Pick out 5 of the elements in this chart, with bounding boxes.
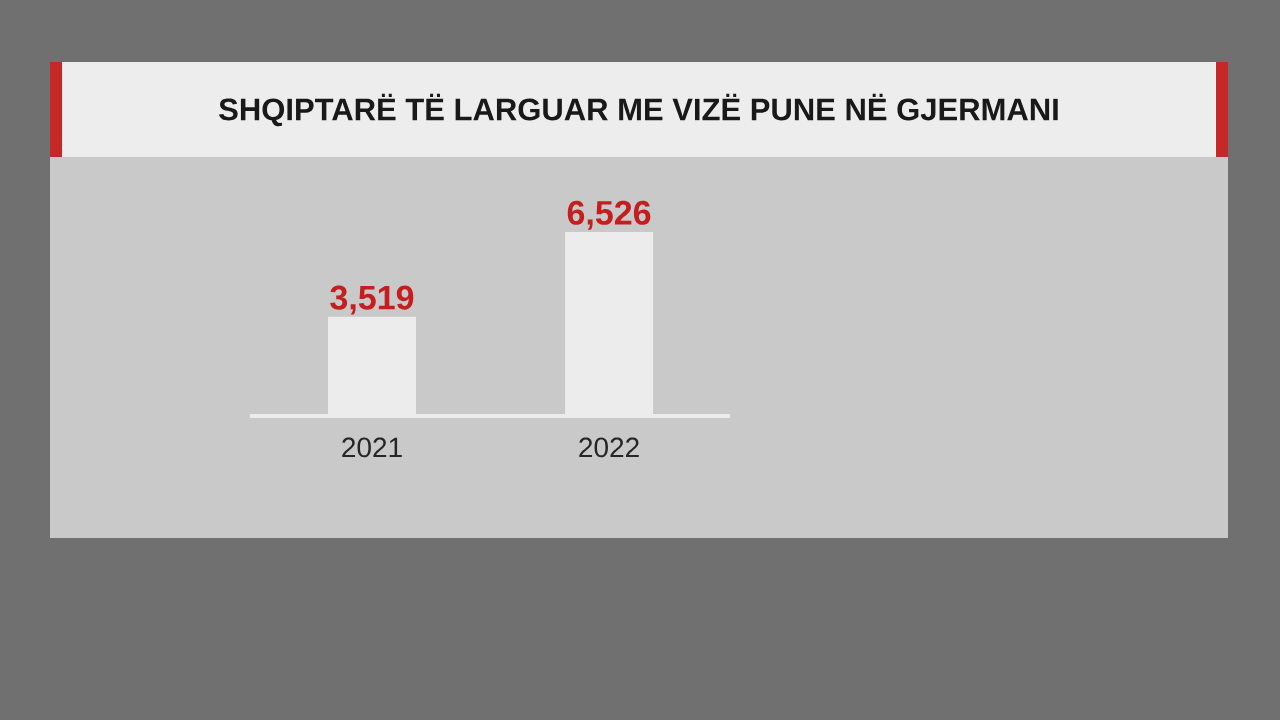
x-tick-label: 2021 [342, 437, 402, 458]
data-label: 3,519 [330, 285, 414, 315]
x-tick-label: 2022 [579, 437, 639, 458]
chart-title: SHQIPTARË TË LARGUAR ME VIZË PUNE NË GJERMANI [219, 93, 1058, 127]
data-label: 6,526 [567, 200, 651, 230]
